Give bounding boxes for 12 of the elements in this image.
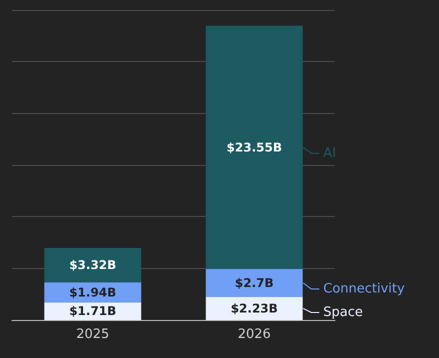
legend-label: AI [323, 146, 336, 161]
bar [44, 248, 142, 282]
data-label: $3.32B [69, 258, 116, 272]
legend-label: Connectivity [323, 282, 406, 297]
data-label: $2.23B [230, 301, 278, 316]
data-label: $2.7B [234, 276, 274, 290]
x-tick-label: 2026 [238, 327, 271, 342]
data-label: $1.71B [69, 304, 116, 318]
legend-label: Space [323, 304, 363, 320]
data-label: $1.94B [69, 285, 116, 300]
data-label: $23.55B [226, 140, 282, 154]
x-tick-label: 2025 [76, 327, 110, 342]
